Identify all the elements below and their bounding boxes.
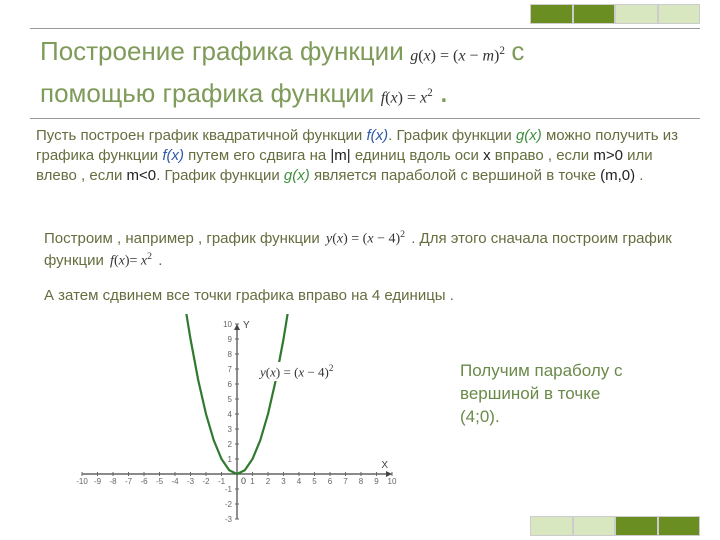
p2-a: Построим , например , график функции — [44, 230, 320, 247]
svg-text:8: 8 — [228, 350, 233, 359]
p1-m3: m<0 — [127, 167, 157, 184]
title-formula-g: g(x) = (x − m)2 — [408, 44, 507, 67]
p1-gx: g(x) — [516, 127, 542, 144]
p1-d: путем его сдвига на — [188, 147, 326, 164]
svg-text:7: 7 — [343, 477, 348, 486]
title-underline — [30, 118, 700, 119]
accent-seg — [573, 4, 616, 24]
svg-text:-5: -5 — [156, 477, 164, 486]
paragraph-2: Построим , например , график функции y(x… — [44, 228, 686, 271]
svg-text:-6: -6 — [140, 477, 148, 486]
p2-c: . — [158, 251, 162, 268]
svg-text:-1: -1 — [225, 485, 233, 494]
svg-text:10: 10 — [388, 477, 397, 486]
p1-a: Пусть построен график квадратичной функц… — [36, 127, 362, 144]
svg-text:9: 9 — [374, 477, 379, 486]
paragraph-3: А затем сдвинем все точки графика вправо… — [44, 286, 686, 306]
svg-text:-4: -4 — [171, 477, 179, 486]
accent-seg — [658, 516, 701, 536]
svg-text:3: 3 — [281, 477, 286, 486]
p1-ox: х — [483, 147, 491, 164]
p1-f: вправо , если — [495, 147, 589, 164]
svg-text:4: 4 — [228, 410, 233, 419]
p1-gx2: g(x) — [284, 167, 310, 184]
svg-text:6: 6 — [328, 477, 333, 486]
accent-seg — [573, 516, 616, 536]
accent-seg — [658, 4, 701, 24]
title-with: с — [511, 36, 524, 66]
p1-mzero: (m,0) — [600, 167, 635, 184]
p1-m2: m>0 — [593, 147, 623, 164]
svg-text:0: 0 — [241, 476, 246, 486]
title-part2b: помощью графика функции — [40, 78, 374, 108]
p2-fx: f(x)= x2 — [108, 250, 154, 272]
svg-text:10: 10 — [223, 320, 232, 329]
svg-text:X: X — [381, 460, 388, 471]
p1-m1: |m| — [330, 147, 350, 164]
svg-text:-10: -10 — [76, 477, 88, 486]
svg-text:Y: Y — [243, 320, 250, 331]
svg-text:9: 9 — [228, 335, 233, 344]
p1-e: единиц вдоль оси — [355, 147, 479, 164]
svg-text:2: 2 — [228, 440, 233, 449]
p2-yf: y(x) = (x − 4)2 — [324, 228, 407, 250]
p1-h: . График функции — [156, 167, 280, 184]
title-part1: Построение графика функции — [40, 36, 404, 66]
accent-seg — [530, 516, 573, 536]
svg-text:-3: -3 — [225, 515, 233, 524]
svg-text:5: 5 — [228, 395, 233, 404]
svg-text:-8: -8 — [109, 477, 117, 486]
chart-svg: -10-9-8-7-6-5-4-3-2-112345678910-3-2-112… — [72, 314, 402, 529]
accent-seg — [530, 4, 573, 24]
svg-text:-7: -7 — [125, 477, 133, 486]
svg-text:-2: -2 — [225, 500, 233, 509]
svg-text:-9: -9 — [94, 477, 102, 486]
svg-text:1: 1 — [250, 477, 255, 486]
parabola-chart: -10-9-8-7-6-5-4-3-2-112345678910-3-2-112… — [72, 314, 402, 529]
title-formula-f: f(x) = x2 — [379, 86, 435, 109]
p3-a: А затем сдвинем все точки графика вправо… — [44, 287, 454, 304]
svg-text:5: 5 — [312, 477, 317, 486]
p1-fx2: f(x) — [162, 147, 184, 164]
p1-i: является параболой с вершиной в точке — [314, 167, 596, 184]
accent-seg — [615, 4, 658, 24]
p1-j: . — [639, 167, 643, 184]
page-title: Построение графика функции g(x) = (x − m… — [40, 34, 690, 115]
svg-text:8: 8 — [359, 477, 364, 486]
svg-text:-2: -2 — [202, 477, 210, 486]
bottom-accent-bar — [530, 516, 700, 536]
header-rule — [30, 28, 700, 29]
title-dot: . — [439, 72, 448, 110]
result-caption: Получим параболу с вершиной в точке (4;0… — [460, 360, 640, 429]
svg-text:4: 4 — [297, 477, 302, 486]
svg-text:3: 3 — [228, 425, 233, 434]
svg-text:1: 1 — [228, 455, 233, 464]
accent-seg — [615, 516, 658, 536]
top-accent-bar — [530, 4, 700, 24]
p1-fx: f(x) — [366, 127, 388, 144]
svg-text:-3: -3 — [187, 477, 195, 486]
p1-b: . График функции — [388, 127, 512, 144]
paragraph-1: Пусть построен график квадратичной функц… — [36, 126, 686, 185]
chart-formula-label: y(x) = (x − 4)2 — [257, 362, 336, 381]
svg-text:2: 2 — [266, 477, 271, 486]
svg-text:7: 7 — [228, 365, 233, 374]
svg-text:6: 6 — [228, 380, 233, 389]
